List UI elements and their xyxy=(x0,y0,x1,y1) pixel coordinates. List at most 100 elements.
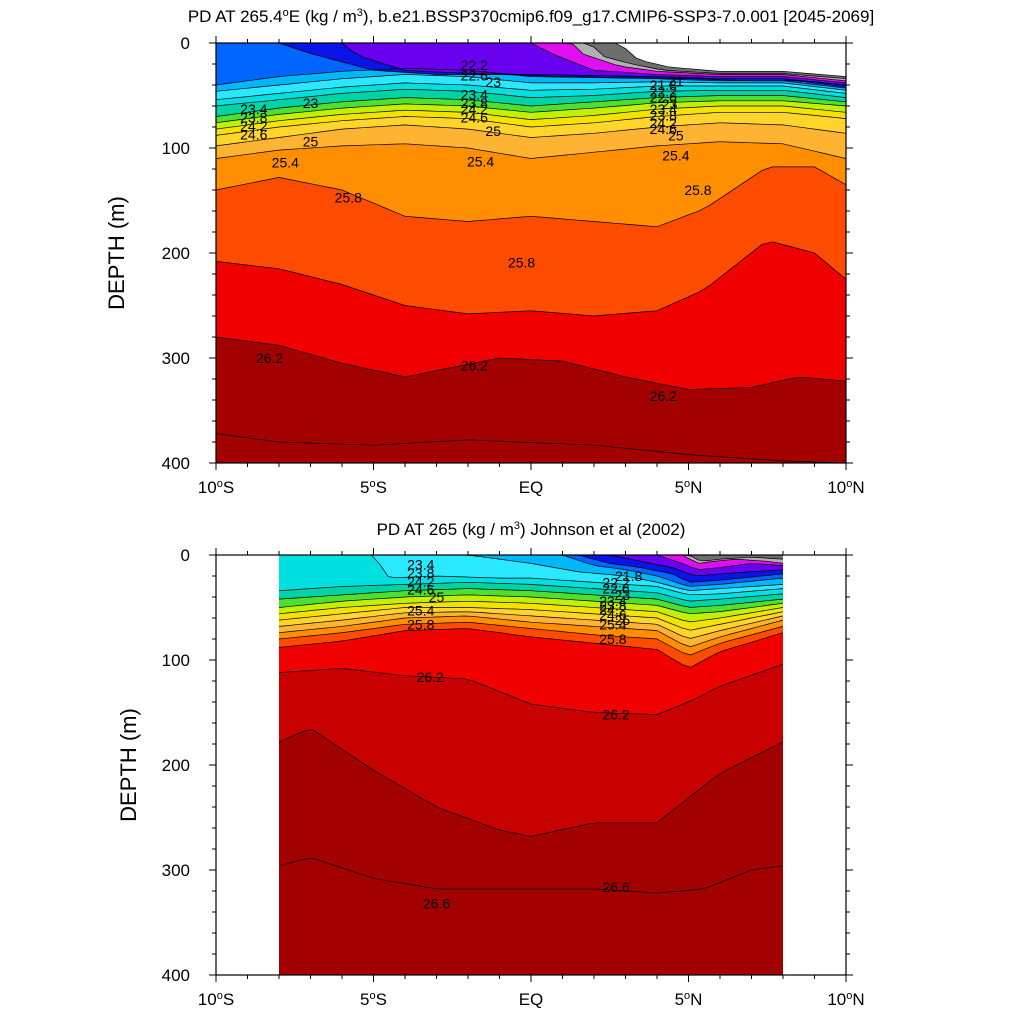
panel-1-axes: 10oS 5oS EQ 5oN 10oN 0 100 200 300 400 xyxy=(162,34,865,497)
panel-1-contour-line xyxy=(216,95,846,117)
panel-1-contour-label: 25.8 xyxy=(684,182,711,198)
panel-2-title: PD AT 265 (kg / m3) Johnson et al (2002) xyxy=(377,520,686,539)
panel-1-contour-line xyxy=(216,43,846,77)
panel-2: PD AT 265 (kg / m3) Johnson et al (2002)… xyxy=(116,520,865,1009)
panel-1-x-tick-label: 10oN xyxy=(827,478,864,497)
panel-1-contour-label: 25 xyxy=(485,123,501,139)
panel-1-contour-line xyxy=(216,433,846,463)
panel-1-ylabel: DEPTH (m) xyxy=(104,196,129,310)
panel-1-y-tick-label: 0 xyxy=(181,34,190,53)
panel-1-y-tick-label: 100 xyxy=(162,139,190,158)
panel-2-contour-label: 23 xyxy=(615,587,631,603)
panel-2-contour-line xyxy=(279,555,784,576)
panel-1-contour-label: 24.6 xyxy=(240,126,267,142)
panel-2-contour-line xyxy=(279,555,784,596)
panel-2-contour-label: 23.4 xyxy=(599,593,626,609)
panel-1-contour-label: 26.2 xyxy=(256,350,283,366)
panel-1-contour-label: 25 xyxy=(303,134,319,150)
panel-1-contour-label: 23.8 xyxy=(240,110,267,126)
panel-1-contour-label: 25.8 xyxy=(508,254,535,270)
panel-2-plot-area: 23.423.824.224.62525.425.826.226.621.822… xyxy=(278,555,784,975)
panel-2-contour-line xyxy=(278,628,784,668)
panel-2-contour-line xyxy=(279,555,784,591)
panel-1-contour-label: 24.2 xyxy=(461,101,488,117)
panel-2-x-tick-label: EQ xyxy=(519,990,544,1009)
panel-2-contour-label: 24.2 xyxy=(407,573,434,589)
panel-1-contour-line xyxy=(216,336,846,390)
panel-1-y-tick-label: 200 xyxy=(162,244,190,263)
panel-1-contour-label: 25.4 xyxy=(467,154,494,170)
panel-1-contour-label: 25.4 xyxy=(272,155,299,171)
panel-1-contour-line xyxy=(216,122,846,147)
panel-1-plot-area: 22.222.62323.423.824.224.62525.425.826.2… xyxy=(216,43,846,463)
panel-2-contour-label: 24.6 xyxy=(407,582,434,598)
panel-1-contour-label: 23.4 xyxy=(240,101,267,117)
panel-1-contour-label: 26.2 xyxy=(461,357,488,373)
panel-2-contour-band xyxy=(279,555,783,576)
panel-2-contour-line xyxy=(279,555,784,570)
panel-1-contour-label: 25.4 xyxy=(662,147,689,163)
panel-2-contour-line xyxy=(279,555,784,564)
panel-1-contour-line xyxy=(216,43,846,80)
panel-1-contour-label: 23.4 xyxy=(650,101,677,117)
panel-1-contour-line xyxy=(216,100,846,124)
panel-1-contour-line xyxy=(216,241,846,317)
panel-2-contour-label: 25.4 xyxy=(599,616,626,632)
panel-2-contour-label: 23.8 xyxy=(599,597,626,613)
panel-2-axes: 10oS 5oS EQ 5oN 10oN 0 100 200 300 400 xyxy=(162,546,865,1009)
panel-2-contour-line xyxy=(278,582,784,602)
panel-1-contour-label: 22.6 xyxy=(461,68,488,84)
panel-1-contour-label: 21 xyxy=(668,73,684,89)
panel-1-contour-label: 23.8 xyxy=(650,107,677,123)
panel-2-contour-label: 26.6 xyxy=(423,896,450,912)
panel-2-contour-label: 24.6 xyxy=(599,607,626,623)
panel-2-y-tick-label: 100 xyxy=(162,651,190,670)
panel-2-contour-label: 24.2 xyxy=(599,602,626,618)
panel-2-y-tick-label: 0 xyxy=(181,546,190,565)
panel-1-contour-label: 22.2 xyxy=(461,57,488,73)
panel-1-contour-label: 25.8 xyxy=(335,189,362,205)
panel-2-contour-line xyxy=(278,607,784,631)
panel-2-y-tick-label: 200 xyxy=(162,756,190,775)
panel-2-x-tick-label: 5oS xyxy=(360,990,387,1009)
panel-2-contour-label: 23.8 xyxy=(407,565,434,581)
panel-2-contour-line xyxy=(278,729,784,837)
panel-1-x-tick-label: 5oN xyxy=(675,478,703,497)
panel-2-contour-line xyxy=(278,594,784,615)
panel-1-contour-line xyxy=(216,166,846,228)
panel-2-contour-line xyxy=(279,555,784,583)
panel-1-contour-line xyxy=(216,141,846,159)
panel-2-contour-label: 25.8 xyxy=(407,616,434,632)
panel-1-contour-line xyxy=(216,82,846,101)
panel-2-contour-label: 22.6 xyxy=(602,581,629,597)
panel-1-contour-label: 22.2 xyxy=(650,83,677,99)
panel-1-contour-label: 24.2 xyxy=(240,118,267,134)
panel-1-contour-label: 23 xyxy=(485,74,501,90)
panel-2-contour-label: 21.8 xyxy=(615,568,642,584)
panel-2-contour-label: 25.4 xyxy=(407,603,434,619)
panel-2-x-tick-label: 10oS xyxy=(198,990,234,1009)
panel-1-contour-line xyxy=(216,43,846,82)
panel-2-contour-line xyxy=(278,615,784,648)
panel-1-contour-line xyxy=(216,43,846,84)
panel-2-x-tick-label: 10oN xyxy=(827,990,864,1009)
panel-1-contour-label: 25 xyxy=(668,127,684,143)
panel-1-title: PD AT 265.4oE (kg / m3), b.e21.BSSP370cm… xyxy=(188,7,874,26)
panel-2-contour-line xyxy=(278,621,784,656)
panel-2-contour-line xyxy=(278,663,784,715)
panel-1-contour-line xyxy=(216,111,846,136)
panel-2-contour-label: 25.8 xyxy=(599,631,626,647)
panel-1-contour-label: 24.6 xyxy=(650,121,677,137)
panel-2-contour-line xyxy=(278,857,784,894)
panel-1-contour-label: 23 xyxy=(303,95,319,111)
panel-1: PD AT 265.4oE (kg / m3), b.e21.BSSP370cm… xyxy=(104,7,874,497)
panel-2-y-tick-label: 400 xyxy=(162,966,190,985)
panel-1-y-tick-label: 300 xyxy=(162,349,190,368)
panel-1-contour-label: 26.2 xyxy=(650,388,677,404)
panel-2-x-tick-label: 5oN xyxy=(675,990,703,1009)
panel-2-contour-line xyxy=(278,600,784,623)
panel-1-contour-label: 24.2 xyxy=(650,115,677,131)
panel-1-x-tick-label: 10oS xyxy=(198,478,234,497)
